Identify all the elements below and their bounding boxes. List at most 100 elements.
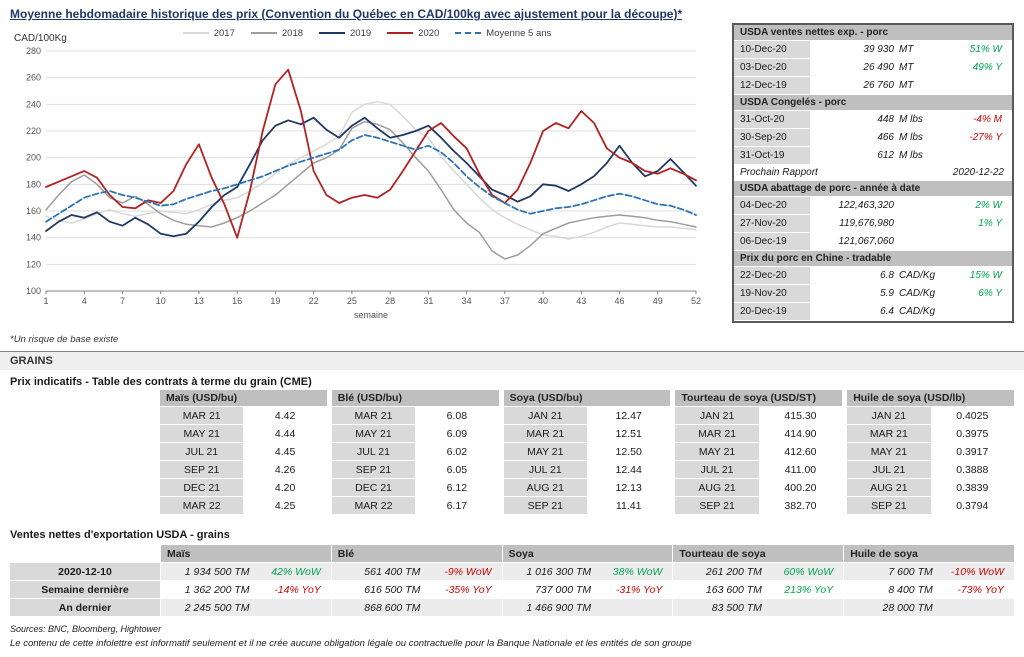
row-unit: MT (899, 80, 914, 91)
svg-text:37: 37 (500, 296, 510, 306)
legend-label: 2018 (281, 27, 304, 39)
contract-month: JUL 21 (160, 443, 244, 460)
exports-value: 163 600 TM (705, 583, 762, 596)
row-date: 19-Nov-20 (734, 285, 810, 302)
contract-month: MAY 21 (331, 425, 416, 442)
svg-text:7: 7 (120, 296, 125, 306)
exports-cell: 561 400 TM -9% WoW (331, 563, 502, 580)
contract-month: SEP 21 (847, 497, 931, 514)
exports-row-label: An dernier (10, 599, 160, 616)
panel-row: 10-Dec-20 39 930 MT 51% W (734, 41, 1012, 59)
usda-hog-stats-panel: USDA ventes nettes exp. - porc 10-Dec-20 3… (732, 23, 1014, 323)
contract-price: 0.3917 (956, 445, 989, 458)
futures-row: DEC 21 4.20 (160, 479, 327, 496)
exports-header-spacer (10, 545, 160, 562)
exports-column-header: Maïs (161, 545, 331, 562)
contract-price: 6.12 (446, 481, 468, 494)
contract-price: 415.30 (784, 409, 817, 422)
futures-group: Tourteau de soya (USD/ST) JAN 21 415.30 MAR… (675, 390, 843, 515)
contract-month: MAY 21 (160, 425, 244, 442)
disclaimer-text: Le contenu de cette infolettre est infor… (10, 638, 692, 649)
top-section: CAD/100Kg 2017 2018 2019 2020 Moyenne 5 ans … (0, 23, 1024, 328)
svg-text:40: 40 (538, 296, 548, 306)
exports-value: 8 400 TM (888, 583, 933, 596)
exports-column-header: Tourteau de soya (673, 545, 844, 562)
contract-month: SEP 21 (675, 497, 759, 514)
row-date: 06-Dec-19 (734, 233, 810, 250)
contract-month: AUG 21 (503, 479, 587, 496)
row-change: 6% Y (978, 288, 1002, 299)
contract-month: JUL 21 (675, 461, 759, 478)
row-unit: M lbs (899, 132, 923, 143)
exports-value: 616 500 TM (364, 583, 421, 596)
exports-column-header: Huile de soya (844, 545, 1014, 562)
svg-text:1: 1 (43, 296, 48, 306)
contract-price: 12.51 (615, 427, 642, 440)
panel-row: 30-Sep-20 466 M lbs -27% Y (734, 129, 1012, 147)
futures-row: MAR 21 414.90 (675, 425, 842, 442)
row-change: -27% Y (969, 132, 1002, 143)
svg-text:260: 260 (26, 73, 41, 83)
panel-row: 19-Nov-20 5.9 CAD/Kg 6% Y (734, 285, 1012, 303)
contract-price: 414.90 (784, 427, 817, 440)
contract-month: SEP 21 (160, 461, 244, 478)
contract-price: 6.17 (446, 499, 468, 512)
contract-month: MAY 21 (847, 443, 931, 460)
contract-month: SEP 21 (331, 461, 416, 478)
panel-row: 20-Dec-19 6.4 CAD/Kg (734, 303, 1012, 321)
contract-price: 400.20 (784, 481, 817, 494)
svg-text:100: 100 (26, 286, 41, 296)
futures-row: SEP 21 6.05 (331, 461, 499, 478)
futures-row: AUG 21 0.3839 (847, 479, 1014, 496)
futures-row: SEP 21 11.41 (503, 497, 671, 514)
row-unit: CAD/Kg (899, 288, 936, 299)
contract-price: 382.70 (784, 499, 817, 512)
exports-value: 7 600 TM (888, 565, 933, 578)
futures-row: SEP 21 4.26 (160, 461, 327, 478)
exports-value: 737 000 TM (535, 583, 592, 596)
futures-group-header: Tourteau de soya (USD/ST) (675, 390, 843, 406)
row-value: 26 490 (863, 62, 894, 73)
futures-row: JUL 21 12.44 (503, 461, 671, 478)
svg-text:49: 49 (653, 296, 663, 306)
row-change: 51% W (969, 44, 1002, 55)
futures-row: SEP 21 0.3794 (847, 497, 1014, 514)
exports-column-header: Soya (502, 545, 673, 562)
exports-cell: 1 934 500 TM 42% WoW (161, 563, 331, 580)
contract-price: 4.20 (274, 481, 296, 494)
panel-row: 12-Dec-19 26 760 MT (734, 77, 1012, 95)
contract-month: SEP 21 (503, 497, 587, 514)
sources-line: Sources: BNC, Bloomberg, Hightower (10, 624, 162, 634)
row-date: 20-Dec-19 (734, 303, 810, 320)
grains-section-header: GRAINS (0, 351, 1024, 370)
exports-row-label: 2020-12-10 (10, 563, 160, 580)
row-unit: CAD/Kg (899, 306, 936, 317)
contract-price: 4.45 (274, 445, 296, 458)
futures-row: JUL 21 6.02 (331, 443, 499, 460)
legend-swatch (250, 32, 277, 34)
panel-section-title: USDA ventes nettes exp. - porc (734, 25, 1012, 41)
futures-row: MAR 21 12.51 (503, 425, 671, 442)
row-value: 6.4 (880, 306, 894, 317)
contract-month: DEC 21 (331, 479, 416, 496)
futures-row: JUL 21 4.45 (160, 443, 327, 460)
futures-row: MAR 22 6.17 (331, 497, 499, 514)
futures-row: JAN 21 415.30 (675, 407, 842, 424)
svg-text:34: 34 (462, 296, 472, 306)
futures-row: JAN 21 0.4025 (847, 407, 1014, 424)
futures-row: JUL 21 411.00 (675, 461, 842, 478)
row-value: 6.8 (880, 270, 894, 281)
exports-cell: 2 245 500 TM (161, 599, 331, 616)
futures-row: AUG 21 12.13 (503, 479, 671, 496)
legend-swatch (387, 32, 414, 34)
contract-month: MAR 22 (160, 497, 244, 514)
contract-month: JAN 21 (503, 407, 587, 424)
exports-cell: 868 600 TM (331, 599, 502, 616)
svg-text:28: 28 (385, 296, 395, 306)
contract-month: JUL 21 (503, 461, 587, 478)
legend-item: 2018 (250, 27, 304, 39)
row-value: 39 930 (863, 44, 894, 55)
row-value: 122,463,320 (838, 200, 894, 211)
exports-change: -73% YoY (957, 583, 1004, 596)
panel-section-title: USDA Congelés - porc (734, 95, 1012, 111)
